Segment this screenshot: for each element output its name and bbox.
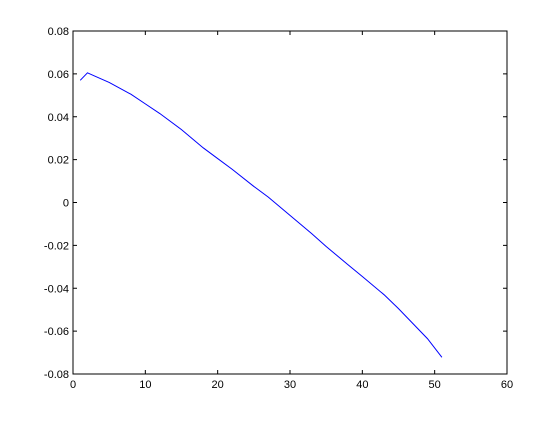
y-tick-label: 0 [63,198,69,210]
y-tick-label: 0.02 [48,155,69,167]
y-axis: -0.08 -0.06 -0.04 -0.02 0 0.02 0.04 0.06 0.08 [44,26,507,381]
series-line-0 [79,72,443,358]
x-tick-label: 30 [284,379,296,391]
x-tick-label: 20 [212,379,224,391]
y-tick-label: -0.04 [44,283,69,295]
x-tick-label: 40 [356,379,368,391]
y-tick-label: 0.06 [48,69,69,81]
x-tick-label: 0 [70,379,76,391]
plot-area [72,30,508,375]
y-tick-label: -0.08 [44,369,69,381]
y-tick-label: -0.02 [44,240,69,252]
y-tick-label: -0.06 [44,326,69,338]
x-axis: 0 10 20 30 40 50 60 [70,31,513,391]
y-tick-label: 0.04 [48,112,69,124]
x-tick-label: 60 [501,379,513,391]
x-tick-label: 50 [429,379,441,391]
x-tick-label: 10 [139,379,151,391]
series-layer [79,72,443,358]
y-tick-label: 0.08 [48,26,69,38]
